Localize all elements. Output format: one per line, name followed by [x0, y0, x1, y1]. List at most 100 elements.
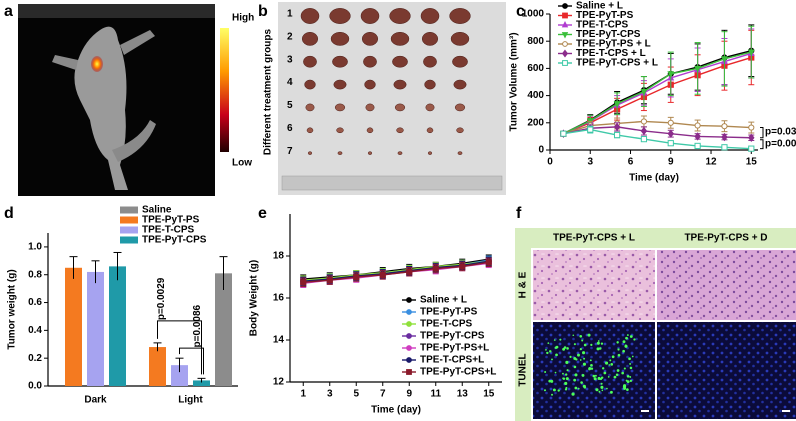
- annotation: p=0.0029: [156, 277, 167, 320]
- legend-label: TPE-PyT-PS+L: [420, 343, 489, 354]
- tunel-signal: [571, 392, 575, 396]
- x-tick-label: 15: [483, 389, 495, 400]
- tunel-signal: [598, 347, 602, 350]
- marker: [640, 136, 648, 143]
- x-tick-label: 7: [380, 389, 386, 400]
- marker: [613, 122, 621, 132]
- x-tick-label: 9: [406, 389, 412, 400]
- y-tick-label: 1000: [522, 9, 545, 20]
- tunel-signal: [617, 353, 621, 357]
- tumor: [396, 127, 404, 134]
- x-tick-label: 5: [353, 389, 359, 400]
- tunel-signal: [600, 342, 604, 345]
- tumor: [452, 55, 468, 68]
- x-tick-label: 9: [668, 157, 674, 168]
- marker: [560, 130, 567, 137]
- legend-label: TPE-PyT-CPS: [142, 235, 207, 246]
- marker: [485, 259, 492, 266]
- tumor: [361, 31, 379, 46]
- series-line: [563, 51, 752, 135]
- x-tick-label: 12: [705, 157, 717, 168]
- tunel-signal: [553, 339, 556, 341]
- marker: [721, 123, 728, 130]
- tunel-signal: [581, 374, 585, 377]
- y-axis-label: Tumor weight (g): [7, 269, 18, 349]
- legend-marker: [406, 333, 412, 339]
- y-tick-label: 0: [538, 145, 544, 156]
- marker: [353, 273, 360, 281]
- tunel-signal: [589, 359, 592, 362]
- tunel-signal: [582, 362, 586, 366]
- bracket: [179, 347, 204, 375]
- tumor: [300, 8, 320, 24]
- marker: [459, 263, 466, 270]
- tunel-signal: [573, 343, 576, 346]
- group-number: 1: [287, 9, 293, 20]
- tunel-signal: [608, 364, 611, 366]
- x-tick-label: 15: [746, 157, 758, 168]
- tunel-signal: [616, 341, 619, 344]
- tunel-signal: [621, 371, 624, 375]
- panel-label: e: [258, 205, 267, 222]
- tunel-signal: [573, 365, 577, 369]
- tunel-signal: [559, 338, 562, 341]
- tunel-signal: [590, 343, 593, 347]
- marker: [667, 119, 674, 126]
- tunel-signal: [588, 367, 591, 371]
- tumor: [367, 151, 373, 155]
- tumor: [305, 103, 315, 112]
- tunel-signal: [596, 341, 600, 345]
- panel-label: c: [516, 3, 525, 20]
- tunel-signal: [613, 375, 617, 379]
- tunel-signal: [543, 389, 547, 392]
- legend-marker: [562, 60, 568, 66]
- marker: [721, 144, 728, 151]
- legend-marker: [561, 49, 569, 58]
- bar: [193, 380, 210, 386]
- tumor: [450, 31, 470, 46]
- tunel-signal: [583, 343, 587, 347]
- tunel-signal: [629, 379, 633, 383]
- tunel-signal: [566, 369, 569, 372]
- tunel-signal: [626, 388, 629, 391]
- tunel-signal: [544, 371, 547, 373]
- tunel-signal: [554, 371, 557, 374]
- bar: [149, 347, 166, 386]
- legend-label: TPE-PyT-CPS: [576, 29, 641, 40]
- series-line: [563, 120, 752, 135]
- tunel-signal: [579, 359, 582, 361]
- group-number: 6: [287, 123, 293, 134]
- group-number: 5: [287, 100, 293, 111]
- panel-label: f: [516, 205, 522, 222]
- marker: [300, 279, 307, 286]
- bar: [109, 266, 126, 386]
- tumor: [421, 31, 439, 46]
- legend-label: TPE-PyT-PS: [576, 10, 634, 21]
- marker: [694, 132, 701, 141]
- tunel-signal: [554, 346, 558, 349]
- marker: [432, 265, 439, 272]
- y-tick-label: 800: [527, 36, 544, 47]
- tunel-signal: [615, 373, 619, 376]
- marker: [640, 118, 648, 125]
- tunel-signal: [600, 382, 603, 385]
- tunel-signal: [577, 353, 580, 357]
- marker: [747, 49, 755, 57]
- marker: [406, 268, 413, 275]
- legend-label: TPE-PyT-CPS: [420, 331, 485, 342]
- tumor: [392, 55, 408, 68]
- legend-label: TPE-PyT-PS: [142, 215, 200, 226]
- tunel-signal: [628, 357, 631, 361]
- legend-marker: [406, 309, 412, 315]
- x-tick-label: 3: [587, 157, 593, 168]
- tunel-signal: [600, 376, 604, 379]
- series-line: [303, 261, 489, 283]
- axis-label: Different treatment groups: [263, 29, 274, 156]
- marker: [326, 277, 333, 284]
- y-tick-label: 400: [527, 90, 544, 101]
- marker: [667, 129, 675, 138]
- tunel-signal: [626, 374, 630, 378]
- tunel-signal: [629, 376, 632, 378]
- marker: [748, 124, 755, 131]
- group-number: 2: [287, 31, 293, 42]
